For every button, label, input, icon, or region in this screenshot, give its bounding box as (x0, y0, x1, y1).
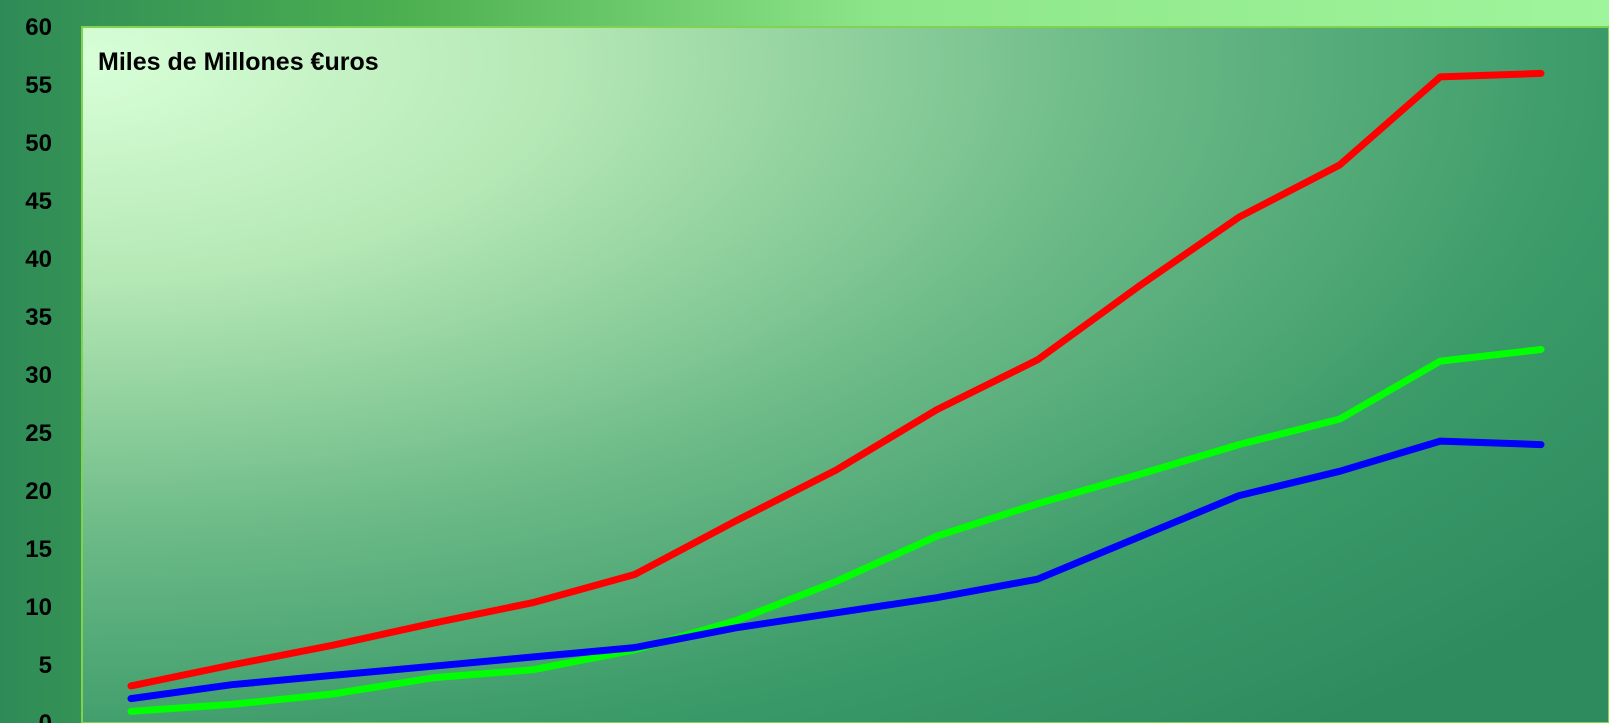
y-tick-label: 30 (25, 362, 52, 389)
y-tick-label: 5 (39, 652, 52, 679)
y-tick-label: 15 (25, 536, 52, 563)
y-tick-label: 60 (25, 14, 52, 41)
series-line-2 (127, 346, 1545, 715)
y-tick-label: 10 (25, 594, 52, 621)
series-line-3 (127, 437, 1545, 703)
plot-area (81, 26, 1609, 723)
y-tick-label: 45 (25, 188, 52, 215)
y-tick-label: 20 (25, 478, 52, 505)
y-axis: 0 5 10 15 20 25 30 35 40 45 50 55 60 (25, 14, 52, 723)
y-tick-label: 55 (25, 72, 52, 99)
chart-title: Miles de Millones €uros (98, 48, 379, 76)
y-tick-label: 40 (25, 246, 52, 273)
series-line-1 (127, 69, 1545, 690)
series-lines (127, 69, 1545, 715)
y-tick-label: 35 (25, 304, 52, 331)
y-tick-label: 50 (25, 130, 52, 157)
y-tick-label: 25 (25, 420, 52, 447)
y-tick-label: 0 (39, 710, 52, 723)
